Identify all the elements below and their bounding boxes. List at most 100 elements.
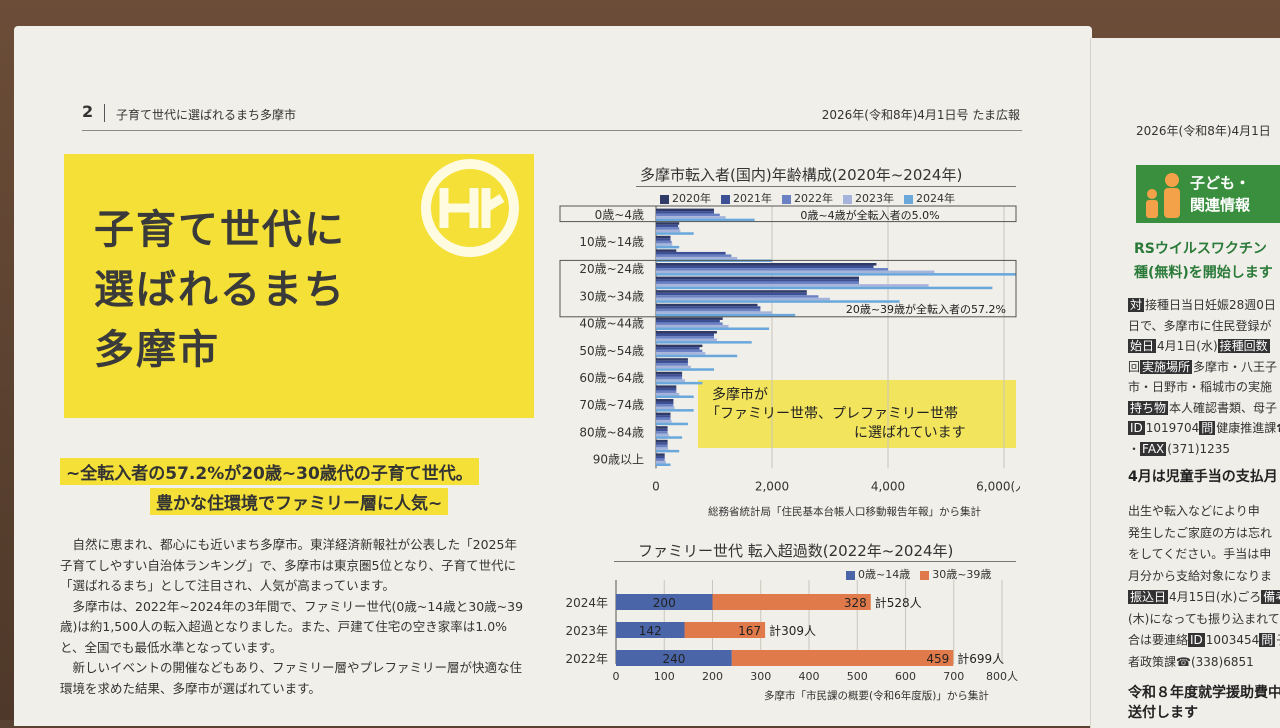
chart2-plot: 2024年 200 328 計528人 2023年 142 167 計309人 2022年 240… <box>565 580 1018 682</box>
chart2-title-rule <box>614 561 1016 562</box>
label-tag: 始日 <box>1128 339 1157 353</box>
right-text-line: (木)になっても振り込まれて <box>1128 610 1280 627</box>
chart2-data-label: 200 <box>653 596 676 610</box>
chart1-bar <box>656 240 672 244</box>
chart2-bar-segment <box>731 650 954 666</box>
chart1-bar <box>656 428 668 432</box>
chart1-bar <box>656 306 761 309</box>
chart2-x-tick-label: 0 <box>613 670 620 682</box>
chart1-bar <box>656 218 755 222</box>
chart1-annotation: 0歳~4歳が全転入者の5.0% <box>800 208 939 222</box>
chart1-bar <box>656 327 770 330</box>
chart1-bar <box>656 349 703 353</box>
chart1-title: 多摩市転入者(国内)年齢構成(2020年~2024年) <box>640 166 963 184</box>
hero-title-line: 子育て世代に <box>94 207 346 253</box>
chart1-bar <box>656 292 807 296</box>
hero-title-line: 選ばれるまち <box>94 267 346 313</box>
chart1-bar <box>656 273 1016 276</box>
right-text-line: 対接種日当日妊娠28週0日 <box>1128 296 1276 313</box>
line-text: をしてください。手当は申 <box>1128 547 1272 561</box>
line-text: 月分から支給対象になりま <box>1128 568 1273 583</box>
city-logo-icon <box>421 159 519 257</box>
chart1-bar <box>656 447 669 450</box>
chart1-category-label: 40歳~44歳 <box>579 317 644 331</box>
chart1-bar <box>656 297 830 301</box>
family-icon <box>1146 173 1180 218</box>
legend-entry: 30歳~39歳 <box>920 566 991 582</box>
chart1-bar <box>656 444 668 448</box>
page-number: 2 <box>82 102 94 121</box>
chart1-bar <box>656 404 674 407</box>
label-tag: ID <box>1188 633 1205 647</box>
chart1-bar <box>656 368 714 371</box>
right-text-line: 市・日野市・稲城市の実施 <box>1128 378 1272 395</box>
chart1-category-label: 70歳~74歳 <box>579 398 644 412</box>
chart1-bar <box>656 276 859 280</box>
chart2-data-label: 328 <box>844 596 867 610</box>
legend-label: 2024年 <box>916 192 955 205</box>
line-text: 健康推進課☎ <box>1216 421 1280 435</box>
chart1-bar <box>656 222 680 225</box>
article-paragraph: 自然に恵まれ、都心にも近いまち多摩市。東洋経済新報社が公表した「2025年 子育… <box>60 537 517 593</box>
chart1-bar <box>656 390 677 393</box>
chart1-x-tick-label: 2,000 <box>755 479 789 493</box>
right-text-line: 持ち物 本人確認書類、母子 <box>1128 399 1277 416</box>
chart1-bar <box>656 254 732 257</box>
chart1-bar <box>656 399 674 402</box>
chart1-bar <box>656 216 726 219</box>
chart1-bar <box>656 243 673 246</box>
chart1-bar <box>656 381 703 385</box>
header-divider <box>104 104 105 122</box>
chart1-bar <box>656 415 671 418</box>
chart1-bar <box>656 313 796 317</box>
legend-entry: 2023年 <box>843 190 894 206</box>
right-text-line: 始日 4月1日(水) 接種回数 <box>1128 337 1271 354</box>
legend-swatch <box>846 570 855 580</box>
legend-entry: 0歳~14歳 <box>846 566 910 582</box>
chart1-category-label: 20歳~24歳 <box>579 262 644 276</box>
legend-entry: 2020年 <box>660 190 711 206</box>
line-text: 者政策課☎(338)6851 <box>1128 654 1254 669</box>
chart2-x-tick-label: 500 <box>847 670 868 682</box>
chart1-bar <box>656 235 671 239</box>
chart1-category-label: 30歳~34歳 <box>579 289 644 303</box>
chart1-legend: 2020年 2021年 2022年 2023年 2024年 <box>660 190 955 206</box>
hero-title-line: 多摩市 <box>94 327 220 373</box>
chart1-bar <box>656 458 665 461</box>
line-text: 接種日当日妊娠28週0日 <box>1145 298 1276 312</box>
chart1-bar <box>656 331 717 334</box>
line-text: 子 <box>1276 633 1280 647</box>
line-text: 多摩市・八王子 <box>1193 359 1278 374</box>
school-heading-line: 送付します <box>1128 705 1198 721</box>
chart1-bar <box>656 281 859 285</box>
rsv-heading-line: 種(無料)を開始します <box>1134 265 1273 281</box>
chart1-bar <box>656 420 672 423</box>
chart1-bar <box>656 229 681 233</box>
article-body: 自然に恵まれ、都心にも近いまち多摩市。東洋経済新報社が公表した「2025年 子育… <box>60 535 530 699</box>
chart1-bar <box>656 251 726 255</box>
line-text: 1019704 <box>1145 421 1200 435</box>
chart1-bar <box>656 265 874 269</box>
chart1-bar <box>656 211 714 214</box>
callout-line: 「ファミリー世帯、プレファミリー世帯 <box>706 406 958 422</box>
line-text: (木)になっても振り込まれて <box>1128 611 1280 626</box>
label-tag: FAX <box>1140 441 1167 456</box>
chart1-bar <box>656 311 772 314</box>
chart1-bar <box>656 333 714 337</box>
chart1-annotation: 20歳~39歳が全転入者の57.2% <box>846 302 1006 316</box>
chart1-bar <box>656 300 900 303</box>
chart1-category-label: 80歳~84歳 <box>579 425 644 439</box>
right-text-line: 発生したご家庭の方は忘れ <box>1128 524 1272 541</box>
chart1-bar <box>656 417 671 421</box>
line-text: ・ <box>1128 441 1141 456</box>
school-heading-line: 令和８年度就学援助費中 <box>1128 685 1280 701</box>
callout-line: に選ばれています <box>854 425 966 441</box>
chart1-bar <box>656 449 680 453</box>
label-tag: 対 <box>1128 298 1145 312</box>
chart1-bar <box>656 303 758 307</box>
right-text-line: 合は要連絡ID1003454問子 <box>1128 631 1280 648</box>
chart1-bar <box>656 341 752 344</box>
chart1-bar <box>656 374 683 377</box>
legend-entry: 2022年 <box>782 190 833 206</box>
